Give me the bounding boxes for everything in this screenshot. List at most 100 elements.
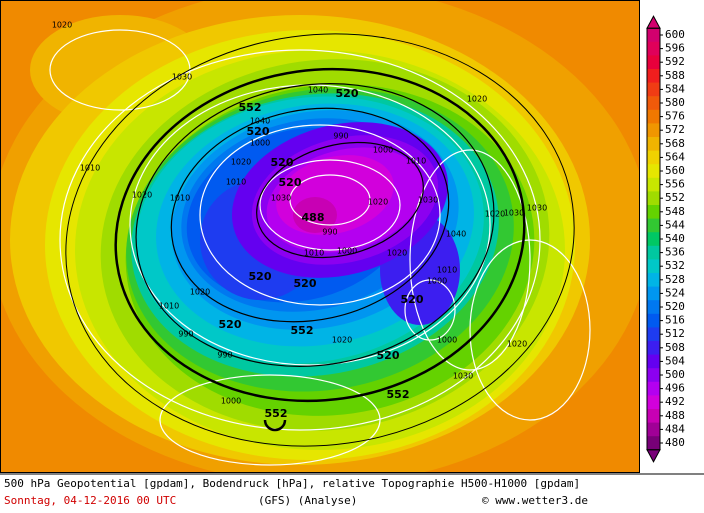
pressure-label: 1030 [504,209,524,218]
pressure-label: 1030 [271,194,291,203]
colorbar-segment [647,137,660,152]
pressure-label: 1040 [308,86,328,95]
pressure-label: 1000 [373,146,393,155]
geopotential-label: 552 [291,324,314,337]
geopotential-label: 520 [249,270,272,283]
pressure-label: 990 [217,351,232,360]
pressure-label: 1030 [418,196,438,205]
colorbar-label: 540 [665,232,685,245]
colorbar-label: 576 [665,110,685,123]
colorbar-label: 536 [665,246,685,259]
colorbar-label: 552 [665,191,685,204]
colorbar-segment [647,245,660,260]
pressure-label: 1020 [52,21,72,30]
colorbar-segment [647,300,660,315]
pressure-label: 1010 [304,249,324,258]
pressure-label: 1020 [231,158,251,167]
colorbar-label: 596 [665,42,685,55]
pressure-label: 1000 [437,336,457,345]
pressure-label: 1030 [172,73,192,82]
pressure-label: 1020 [467,95,487,104]
isobars [49,29,591,466]
pressure-label: 1000 [221,397,241,406]
map-frame [0,0,640,473]
colorbar-label: 600 [665,28,685,41]
colorbar-label: 508 [665,341,685,354]
geopotential-label: 520 [401,293,424,306]
colorbar-label: 512 [665,327,685,340]
pressure-label: 1010 [80,164,100,173]
colorbar-segment [647,164,660,179]
pressure-label: 1030 [527,204,547,213]
colorbar-label: 584 [665,82,685,95]
geopotential-label: 520 [279,176,302,189]
pressure-label: 1000 [337,247,357,256]
pressure-label: 1020 [332,336,352,345]
colorbar-label: 588 [665,69,685,82]
colorbar-label: 532 [665,259,685,272]
colorbar-segment [647,395,660,410]
pressure-label: 1010 [226,178,246,187]
colorbar-label: 580 [665,96,685,109]
pressure-label: 990 [178,330,193,339]
colorbar-segment [647,177,660,192]
pressure-label: 1020 [485,210,505,219]
geopotential-label: 520 [336,87,359,100]
colorbar-arrow-top [646,15,661,29]
pressure-label: 1000 [250,139,270,148]
pressure-label: 1010 [406,157,426,166]
colorbar-label: 488 [665,409,685,422]
colorbar-label: 544 [665,218,685,231]
pressure-label: 990 [333,132,348,141]
colorbar-label: 560 [665,164,685,177]
colorbar-segment [647,273,660,288]
geopotential-label: 552 [387,388,410,401]
colorbar-label: 520 [665,300,685,313]
colorbar-segment [647,422,660,437]
colorbar-label: 484 [665,422,685,435]
colorbar-segment [647,218,660,233]
footer-description: 500 hPa Geopotential [gpdam], Bodendruck… [4,477,580,490]
pressure-label: 1020 [132,191,152,200]
colorbar-label: 572 [665,123,685,136]
colorbar-arrow-bottom [646,449,661,463]
pressure-label: 1000 [427,277,447,286]
geopotential-label: 488 [302,211,325,224]
colorbar-segment [647,96,660,111]
colorbar-label: 496 [665,382,685,395]
colorbar-segment [647,123,660,138]
colorbar-segment [647,205,660,220]
geopotential-label: 520 [377,349,400,362]
colorbar-segment [647,69,660,84]
colorbar-label: 528 [665,273,685,286]
pressure-label: 1010 [159,302,179,311]
colorbar-label: 556 [665,178,685,191]
pressure-label: 1030 [453,372,473,381]
footer-model: (GFS) (Analyse) [258,494,357,507]
colorbar-label: 516 [665,314,685,327]
colorbar-segment [647,313,660,328]
colorbar-segment [647,368,660,383]
geopotential-label: 520 [294,277,317,290]
colorbar-label: 524 [665,286,685,299]
geopotential-label: 520 [271,156,294,169]
pressure-label: 1010 [170,194,190,203]
colorbar-segment [647,41,660,56]
field [293,197,337,233]
colorbar-segment [647,259,660,274]
colorbar-segment [647,381,660,396]
colorbar-label: 548 [665,205,685,218]
colorbar-segment [647,436,660,451]
colorbar-label: 568 [665,137,685,150]
colorbar-segment [647,150,660,165]
colorbar-segment [647,409,660,424]
pressure-label: 1040 [446,230,466,239]
colorbar-segment [647,286,660,301]
colorbar-label: 504 [665,354,685,367]
pressure-label: 1010 [437,266,457,275]
map-area [0,0,640,473]
colorbar-segment [647,354,660,369]
colorbar-segment [647,109,660,124]
